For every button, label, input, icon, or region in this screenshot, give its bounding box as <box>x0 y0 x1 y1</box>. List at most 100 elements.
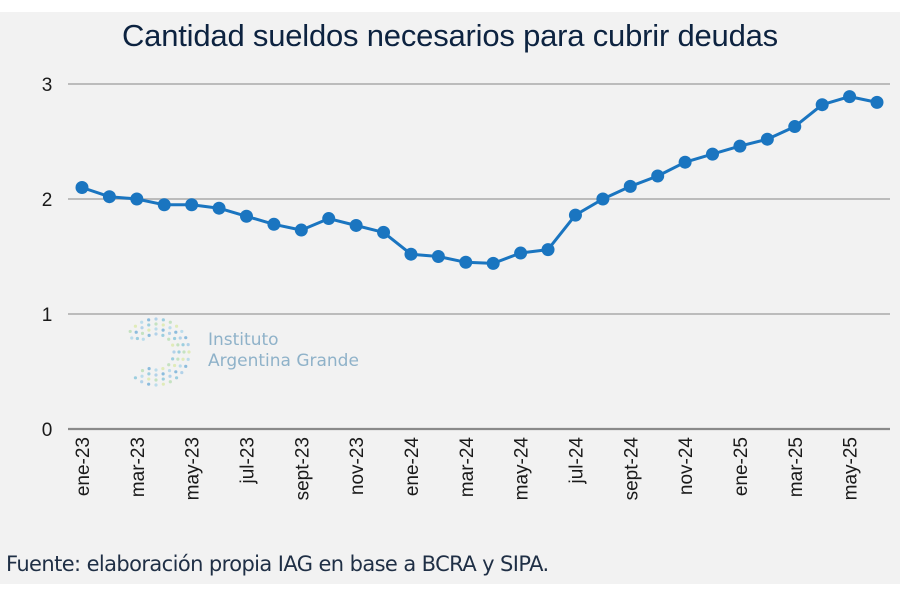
logo-dot <box>168 320 172 324</box>
data-point-sept-23 <box>294 223 308 237</box>
data-point-jun-25 <box>870 95 884 109</box>
logo-dot <box>171 357 175 361</box>
y-tick-label: 2 <box>42 190 53 211</box>
logo-dot <box>154 317 158 321</box>
data-point-ene-24 <box>404 247 418 261</box>
logo-dot <box>147 323 151 327</box>
logo-dot <box>173 336 177 341</box>
chart-background <box>0 12 900 584</box>
data-point-ene-23 <box>75 181 89 194</box>
data-point-jul-23 <box>239 209 253 223</box>
y-tick-label: 0 <box>42 420 53 441</box>
data-point-feb-23 <box>102 190 116 204</box>
logo-dot <box>154 373 158 377</box>
data-point-jun-23 <box>212 201 226 215</box>
x-tick-label: may-23 <box>183 437 204 500</box>
logo-dot <box>147 333 151 337</box>
logo-dot <box>168 326 172 330</box>
logo-dot <box>168 380 172 384</box>
logo-dot <box>140 326 144 330</box>
x-tick-label: mar-23 <box>128 437 149 497</box>
logo-dot <box>140 369 145 373</box>
data-point-abr-24 <box>486 256 500 270</box>
x-tick-label: sept-23 <box>292 437 313 500</box>
logo-dot <box>168 374 172 378</box>
logo-dot <box>147 372 151 376</box>
data-point-nov-23 <box>349 218 363 232</box>
watermark-line-2: Argentina Grande <box>208 351 359 371</box>
x-tick-label: jul-23 <box>237 437 258 484</box>
logo-dot <box>130 336 134 340</box>
logo-dot <box>154 327 158 331</box>
watermark-text: Instituto Argentina Grande <box>208 330 359 372</box>
logo-dot <box>176 357 180 361</box>
logo-dot <box>180 329 184 334</box>
series-line <box>81 95 878 265</box>
data-point-oct-23 <box>322 212 336 226</box>
logo-dot <box>186 343 190 347</box>
logo-dot <box>140 374 144 378</box>
logo-dot <box>161 328 165 332</box>
data-point-dic-24 <box>706 147 720 161</box>
x-tick-label: mar-24 <box>457 437 478 498</box>
watermark-logo: Instituto Argentina Grande <box>122 315 382 390</box>
data-point-nov-24 <box>678 155 692 169</box>
data-point-dic-23 <box>377 225 391 239</box>
logo-dot <box>147 382 151 386</box>
data-point-mar-23 <box>130 192 144 206</box>
y-tick-label: 1 <box>42 305 53 326</box>
logo-dot <box>135 336 139 341</box>
logo-dot <box>181 357 185 361</box>
logo-dot <box>167 331 172 335</box>
logo-dot <box>161 372 165 376</box>
logo-dot <box>172 350 176 354</box>
logo-dot <box>167 363 171 367</box>
data-point-ago-23 <box>267 217 281 231</box>
logo-dot <box>177 350 181 354</box>
logo-dot <box>167 369 172 373</box>
x-tick-label: mar-25 <box>786 437 807 497</box>
logo-dot <box>154 368 158 372</box>
logo-dot <box>161 367 165 371</box>
x-tick-label: may-25 <box>841 437 862 500</box>
logo-dot <box>186 357 190 361</box>
logo-dot <box>154 322 158 326</box>
logo-dot <box>140 320 144 324</box>
logo-dot <box>133 376 138 380</box>
logo-dot <box>147 367 151 371</box>
data-point-abr-25 <box>815 98 829 112</box>
x-tick-label: nov-23 <box>347 437 368 495</box>
logo-dot <box>181 343 185 347</box>
logo-dot <box>173 363 177 368</box>
logo-dot <box>147 377 151 381</box>
data-point-mar-24 <box>459 255 473 269</box>
logo-dot <box>133 324 138 328</box>
data-point-may-23 <box>185 198 199 212</box>
logo-dot <box>171 343 175 347</box>
logo-dot <box>161 333 165 337</box>
chart-title: Cantidad sueldos necesarios para cubrir … <box>122 18 778 53</box>
logo-dot <box>140 331 145 335</box>
logo-dot <box>184 364 188 368</box>
logo-dot <box>154 378 158 382</box>
x-tick-label: ene-25 <box>731 437 752 496</box>
data-point-jun-24 <box>541 243 555 257</box>
logo-dot <box>176 343 180 347</box>
logo-dot <box>174 324 179 328</box>
logo-dot <box>128 329 132 334</box>
logo-dot <box>174 370 178 374</box>
logo-dot <box>178 336 182 340</box>
data-point-may-24 <box>514 246 528 260</box>
data-point-sept-24 <box>623 179 637 193</box>
x-tick-label: ene-23 <box>73 437 94 496</box>
logo-dot <box>178 364 182 368</box>
source-note: Fuente: elaboración propia IAG en base a… <box>6 552 549 576</box>
logo-dot <box>154 332 158 336</box>
logo-dot <box>174 330 178 334</box>
x-tick-label: jul-24 <box>566 437 587 485</box>
logo-dot <box>174 376 179 380</box>
data-point-ene-25 <box>733 139 747 153</box>
logo-dot <box>180 370 184 375</box>
logo-dot <box>161 318 165 322</box>
